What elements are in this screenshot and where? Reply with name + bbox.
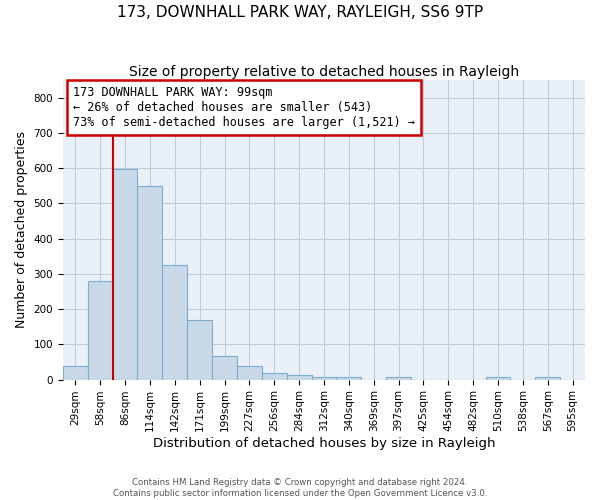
Text: 173 DOWNHALL PARK WAY: 99sqm
← 26% of detached houses are smaller (543)
73% of s: 173 DOWNHALL PARK WAY: 99sqm ← 26% of de… (73, 86, 415, 129)
Bar (63, 366, 88, 380)
Text: 173, DOWNHALL PARK WAY, RAYLEIGH, SS6 9TP: 173, DOWNHALL PARK WAY, RAYLEIGH, SS6 9T… (117, 5, 483, 20)
Bar (262, 372, 287, 380)
Bar (113, 169, 137, 380)
Text: Contains HM Land Registry data © Crown copyright and database right 2024.
Contai: Contains HM Land Registry data © Crown c… (113, 478, 487, 498)
Y-axis label: Number of detached properties: Number of detached properties (15, 132, 28, 328)
Bar (237, 366, 262, 380)
Bar (137, 186, 163, 380)
Bar (163, 265, 187, 380)
Bar (88, 281, 113, 380)
Title: Size of property relative to detached houses in Rayleigh: Size of property relative to detached ho… (129, 65, 519, 79)
Bar (386, 377, 411, 380)
Bar (311, 377, 337, 380)
X-axis label: Distribution of detached houses by size in Rayleigh: Distribution of detached houses by size … (153, 437, 495, 450)
Bar (212, 356, 237, 380)
Bar (187, 320, 212, 380)
Bar (535, 377, 560, 380)
Bar (485, 377, 511, 380)
Bar (287, 376, 311, 380)
Bar (337, 377, 361, 380)
